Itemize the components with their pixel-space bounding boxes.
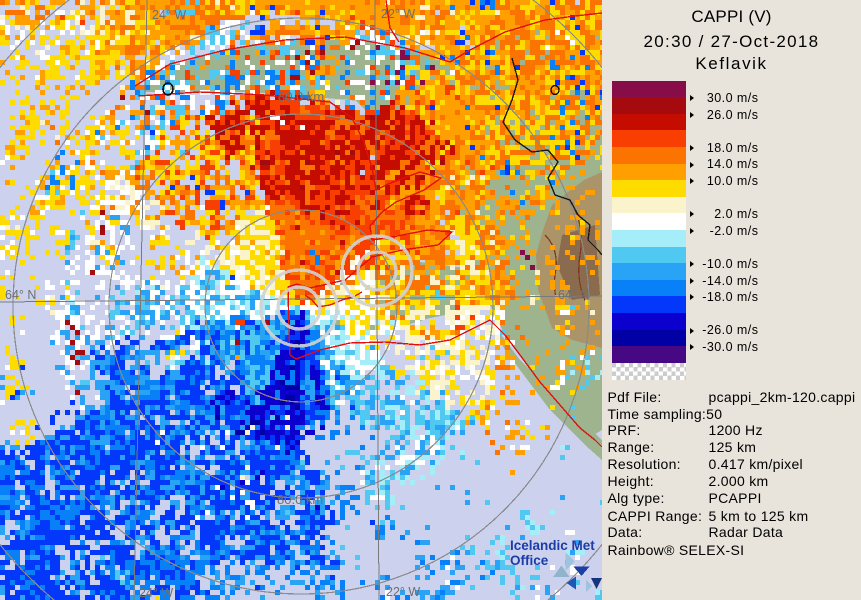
svg-text:64° N: 64° N xyxy=(558,288,589,302)
svg-text:22° W: 22° W xyxy=(381,7,415,21)
svg-text:24° W: 24° W xyxy=(139,586,173,600)
svg-text:22° W: 22° W xyxy=(386,585,420,599)
svg-text:80.0 km: 80.0 km xyxy=(278,89,324,104)
svg-text:80.0 km: 80.0 km xyxy=(277,492,323,507)
svg-text:24° W: 24° W xyxy=(152,8,186,22)
svg-text:64° N: 64° N xyxy=(5,288,36,302)
svg-text:Office: Office xyxy=(510,553,549,568)
svg-text:Icelandic Met: Icelandic Met xyxy=(510,538,595,553)
